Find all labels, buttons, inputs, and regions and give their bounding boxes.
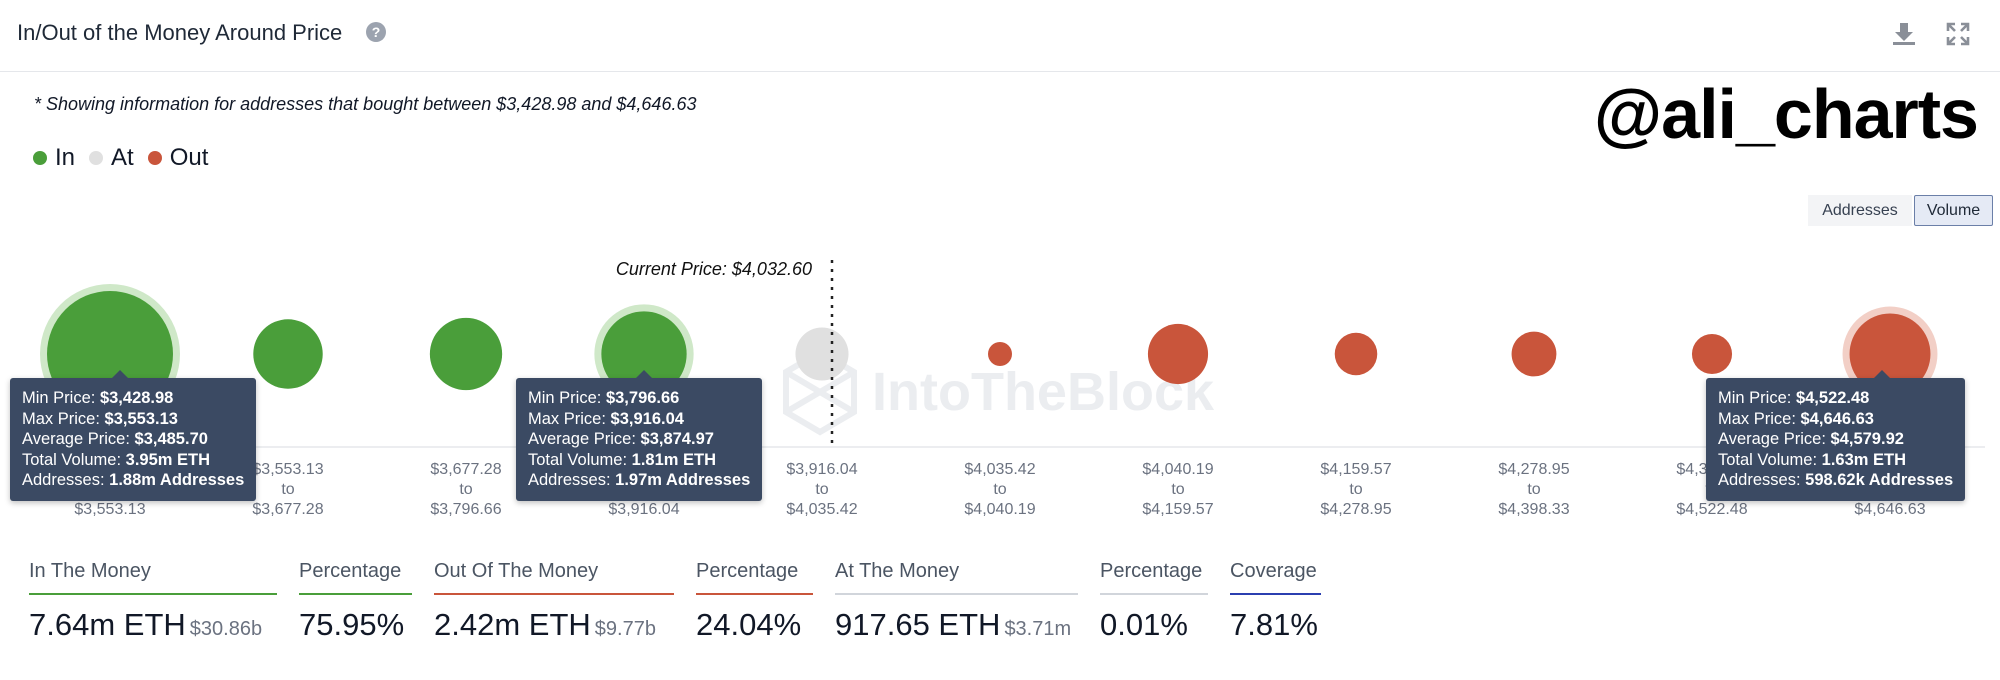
bubble-2[interactable] [253, 319, 323, 389]
x-tick-label-9-1: $4,278.95 [1498, 461, 1569, 478]
tooltip-bucket-11: Min Price: $4,522.48 Max Price: $4,646.6… [1706, 370, 1966, 501]
bubble-9[interactable] [1511, 331, 1557, 377]
legend-item-out[interactable]: Out [147, 144, 209, 172]
x-tick-label-6-3: $4,040.19 [964, 501, 1035, 518]
stat-label: Percentage [1100, 560, 1208, 595]
legend-label-at: At [111, 144, 134, 171]
stat-coverage: Coverage 7.81% [1230, 560, 1321, 643]
stat-in-the-money: In The Money 7.64m ETH $30.86b [29, 560, 277, 643]
stat-out-percentage: Percentage 24.04% [696, 560, 813, 643]
legend-dot-at [89, 151, 104, 165]
x-tick-label-9-3: $4,398.33 [1498, 501, 1569, 518]
x-tick-label-5-1: $3,916.04 [786, 461, 857, 478]
x-tick-label-8-3: $4,278.95 [1320, 501, 1391, 518]
addresses-toggle-button[interactable]: Addresses [1808, 195, 1912, 226]
x-tick-label-6-2: to [993, 481, 1006, 498]
stat-label: Out Of The Money [434, 560, 674, 595]
x-tick-label-5-3: $4,035.42 [786, 501, 857, 518]
x-tick-label-6-1: $4,035.42 [964, 461, 1035, 478]
x-tick-label-1-3: $3,553.13 [74, 501, 145, 518]
volume-toggle-button[interactable]: Volume [1914, 195, 1993, 226]
intotheblock-logo-icon [783, 348, 857, 436]
x-tick-label-3-1: $3,677.28 [430, 461, 501, 478]
stat-value: 7.81% [1230, 607, 1318, 642]
x-tick-label-3-2: to [459, 481, 472, 498]
chart-header: In/Out of the Money Around Price ? [0, 0, 2000, 72]
bubble-5[interactable] [795, 327, 849, 381]
bubble-7[interactable] [1147, 323, 1209, 385]
stat-value: 75.95% [299, 607, 405, 642]
bubble-11[interactable] [1849, 313, 1931, 395]
x-tick-label-7-2: to [1171, 481, 1184, 498]
x-tick-label-2-1: $3,553.13 [252, 461, 323, 478]
bubble-3[interactable] [429, 317, 503, 391]
download-icon[interactable] [1890, 20, 1918, 48]
stat-in-percentage: Percentage 75.95% [299, 560, 412, 643]
legend-label-in: In [55, 144, 76, 171]
x-tick-label-10-3: $4,522.48 [1676, 501, 1747, 518]
x-tick-label-11-3: $4,646.63 [1854, 501, 1925, 518]
current-price-label: Current Price: $4,032.60 [616, 259, 812, 279]
legend-dot-in [33, 151, 47, 165]
x-tick-label-2-2: to [281, 481, 294, 498]
expand-icon[interactable] [1944, 20, 1972, 48]
summary-stats: In The Money 7.64m ETH $30.86b Percentage… [29, 560, 1343, 643]
bubble-6[interactable] [988, 342, 1012, 366]
stat-label: Coverage [1230, 560, 1321, 595]
x-tick-label-4-3: $3,916.04 [608, 501, 679, 518]
x-tick-label-2-3: $3,677.28 [252, 501, 323, 518]
stat-label: At The Money [835, 560, 1078, 595]
legend-item-in[interactable]: In [33, 144, 75, 172]
stat-label: Percentage [299, 560, 412, 595]
help-icon[interactable]: ? [366, 22, 386, 42]
legend-dot-out [147, 151, 162, 165]
x-tick-label-3-3: $3,796.66 [430, 501, 501, 518]
stat-value: 24.04% [696, 607, 802, 642]
chart-title: In/Out of the Money Around Price [17, 20, 343, 45]
stat-at-percentage: Percentage 0.01% [1100, 560, 1208, 643]
stat-value: 2.42m ETH $9.77b [434, 607, 656, 642]
tooltip-bucket-1: Min Price: $3,428.98 Max Price: $3,553.1… [10, 370, 257, 501]
x-tick-label-5-2: to [815, 481, 828, 498]
info-text: * Showing information for addresses that… [34, 94, 697, 114]
bubble-chart: IntoTheBlock $3,428.98to$3,553.13$3,553.… [30, 259, 1985, 518]
x-tick-label-8-2: to [1349, 481, 1362, 498]
legend: In At Out [33, 144, 222, 172]
stat-out-of-the-money: Out Of The Money 2.42m ETH $9.77b [434, 560, 674, 643]
author-handle: @ali_charts [1593, 75, 1979, 153]
bubble-8[interactable] [1334, 332, 1378, 376]
bubble-4[interactable] [601, 311, 687, 397]
tooltip-bucket-4: Min Price: $3,796.66 Max Price: $3,916.0… [516, 370, 763, 501]
legend-label-out: Out [169, 144, 209, 171]
stat-value: 7.64m ETH $30.86b [29, 607, 263, 642]
stat-value: 0.01% [1100, 607, 1188, 642]
stat-label: In The Money [29, 560, 277, 595]
legend-item-at[interactable]: At [89, 144, 134, 172]
bubble-10[interactable] [1691, 333, 1733, 375]
x-tick-label-7-1: $4,040.19 [1142, 461, 1213, 478]
x-tick-label-9-2: to [1527, 481, 1540, 498]
stat-label: Percentage [696, 560, 813, 595]
stat-value: 917.65 ETH $3.71m [835, 607, 1072, 642]
x-tick-label-8-1: $4,159.57 [1320, 461, 1391, 478]
stat-at-the-money: At The Money 917.65 ETH $3.71m [835, 560, 1078, 643]
x-tick-label-7-3: $4,159.57 [1142, 501, 1213, 518]
